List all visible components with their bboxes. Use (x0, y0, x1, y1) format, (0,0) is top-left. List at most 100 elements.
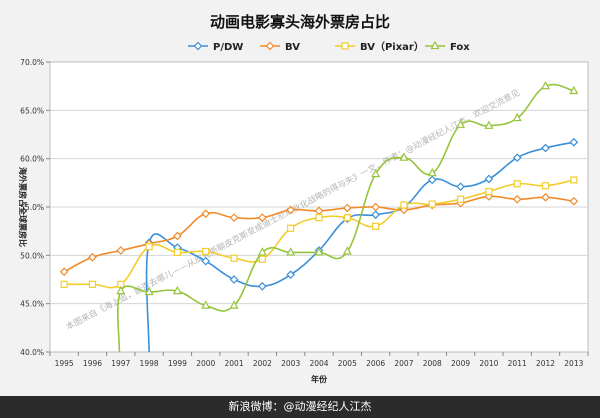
series-3-point (371, 168, 381, 178)
series-3-point (201, 300, 211, 309)
x-tick-label: 2008 (423, 359, 442, 368)
series-3-point (399, 152, 409, 161)
series-2-point (513, 180, 521, 188)
series-2-point (287, 224, 295, 232)
footer-weibo-credit: 新浪微博：@动漫经纪人江杰 (228, 400, 372, 413)
x-tick-label: 2005 (338, 359, 357, 368)
series-2-point (428, 200, 436, 208)
series-0-point (569, 137, 579, 147)
series-1-point (569, 196, 579, 206)
series-3-point (229, 300, 239, 309)
x-tick-label: 2011 (508, 359, 527, 368)
series-0-point (512, 153, 522, 163)
series-1-point (512, 194, 522, 204)
x-tick-label: 1997 (111, 359, 130, 368)
series-1-point (258, 213, 267, 222)
x-tick-label: 2000 (196, 359, 215, 368)
series-2-point (88, 280, 97, 288)
series-3-point (342, 246, 352, 255)
series-2-point (343, 214, 351, 222)
x-tick-label: 2006 (366, 359, 385, 368)
chart-svg: 动画电影寡头海外票房占比 P/DW BV BV（Pixar） Fox 40.0% 45.0%… (18, 13, 589, 384)
series-3-point (144, 286, 154, 296)
legend-label-3: Fox (450, 42, 470, 53)
series-1-point (286, 205, 296, 215)
series-0-point (371, 210, 380, 220)
legend-marker-1 (265, 41, 275, 51)
x-tick-label: 2003 (281, 359, 300, 368)
series-0-point (541, 143, 550, 153)
series-3-point (569, 85, 579, 95)
legend-marker-2 (341, 42, 349, 50)
x-tick-label: 1998 (140, 359, 159, 368)
x-tick-label: 2012 (536, 359, 555, 368)
series-0-point (456, 182, 465, 192)
series-2-point (372, 222, 380, 230)
y-tick-label: 50.0% (20, 251, 44, 260)
y-tick-label: 65.0% (20, 106, 44, 115)
series-0-point (258, 281, 267, 291)
series-2-point (145, 243, 153, 251)
x-tick-label: 1996 (83, 359, 102, 368)
series-1-point (201, 209, 211, 219)
series-3-point (286, 247, 296, 256)
x-tick-label: 1999 (168, 359, 187, 368)
series-3-point (314, 247, 324, 256)
series-3-point (484, 120, 494, 129)
series-2-point (173, 248, 182, 257)
x-tick-label: 1995 (55, 359, 74, 368)
series-1-point (541, 192, 550, 202)
x-axis-title: 年份 (311, 374, 328, 384)
legend-label-0: P/DW (213, 42, 243, 53)
series-2-point (400, 201, 408, 209)
x-tick-label: 2013 (564, 359, 583, 368)
series-1-point (342, 203, 352, 213)
x-tick-label: 2009 (451, 359, 470, 368)
legend-label-1: BV (285, 42, 300, 53)
legend-label-2: BV（Pixar） (360, 40, 424, 53)
series-3-point (427, 167, 437, 177)
legend-marker-3 (430, 40, 440, 50)
series-1-point (371, 202, 380, 212)
series-2-point (60, 280, 68, 288)
series-0-point (201, 256, 211, 266)
series-0-point (229, 275, 239, 284)
series-2-point (230, 254, 238, 262)
series-2-point (485, 187, 493, 196)
y-tick-label: 45.0% (20, 300, 44, 309)
series-1-point (229, 213, 239, 222)
series-1-point (88, 252, 97, 262)
series-3-point (456, 119, 466, 128)
footer-bar: 新浪微博：@动漫经纪人江杰 (0, 396, 600, 418)
x-tick-label: 2007 (394, 359, 413, 368)
series-2-point (456, 195, 465, 203)
series-2-point (570, 176, 578, 184)
series-3-point (116, 285, 126, 295)
series-2-point (202, 247, 210, 256)
series-0-point (427, 175, 437, 185)
x-tick-label: 2010 (479, 359, 498, 368)
series-1-point (116, 246, 126, 255)
series-3-point (172, 285, 182, 295)
y-tick-label: 60.0% (20, 155, 44, 164)
y-axis-title: 海外票房占全球票房比 (18, 167, 28, 247)
series-1-point (59, 267, 69, 277)
series-3-point (541, 80, 551, 90)
y-tick-label: 40.0% (20, 348, 44, 357)
series-3-point (257, 247, 267, 256)
series-2-point (541, 182, 550, 190)
x-tick-label: 2004 (309, 359, 328, 368)
series-2-point (315, 214, 323, 222)
x-tick-label: 2002 (253, 359, 272, 368)
series-0-point (286, 270, 296, 280)
x-tick-label: 2001 (225, 359, 244, 368)
series-2-point (258, 255, 266, 263)
series-0-point (484, 174, 494, 184)
legend-marker-0 (193, 41, 203, 51)
series-1-point (173, 231, 182, 241)
series-3-point (512, 112, 522, 122)
chart-title: 动画电影寡头海外票房占比 (210, 13, 390, 31)
y-tick-label: 70.0% (20, 58, 44, 67)
y-tick-label: 55.0% (20, 203, 44, 212)
